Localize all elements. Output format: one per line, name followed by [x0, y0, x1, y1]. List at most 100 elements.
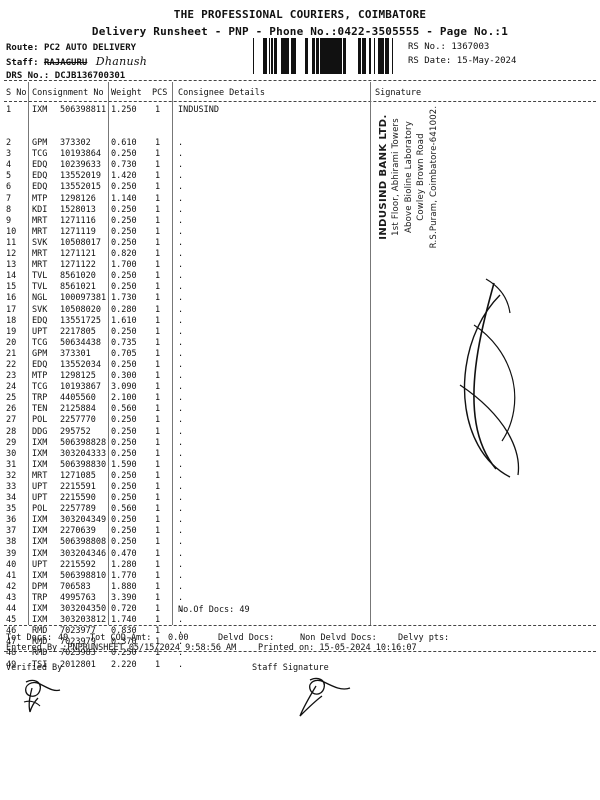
- cell-consignment-number: 303203812: [60, 615, 107, 626]
- cell-pcs: 1: [155, 615, 161, 626]
- cell-consignment-number: 1271116: [60, 215, 96, 226]
- cell-weight: 0.300: [111, 371, 137, 382]
- cell-pcs: 1: [155, 559, 161, 570]
- table-row: 45 IXM 303203812 1.740 1.: [0, 615, 600, 626]
- cell-pcs: 1: [155, 537, 161, 548]
- cell-pcs: 1: [155, 304, 161, 315]
- cell-consignee-details: .: [178, 160, 184, 171]
- cell-consignment-number: 1528013: [60, 204, 96, 215]
- cell-consignee-details: .: [178, 149, 184, 160]
- cell-sno: 5: [6, 171, 12, 182]
- cell-sno: 3: [6, 149, 12, 160]
- cell-consignment-prefix: MRT: [32, 260, 48, 271]
- cell-consignment-prefix: IXM: [32, 105, 48, 115]
- cell-sno: 2: [6, 138, 12, 149]
- printed-on-text: Printed on: 15-05-2024 10:16:07: [258, 643, 417, 653]
- cell-consignee-details: .: [178, 548, 184, 559]
- cell-consignment-prefix: TRP: [32, 592, 48, 603]
- table-row: 49 TSI 2012801 2.220 1.: [0, 660, 600, 671]
- table-row: 10 MRT 1271119 0.250 1.: [0, 227, 600, 238]
- cell-weight: 0.250: [111, 493, 137, 504]
- cell-sno: 30: [6, 448, 17, 459]
- table-row: 20 TCG 50634438 0.735 1.: [0, 338, 600, 349]
- table-row: 14 TVL 8561020 0.250 1.: [0, 271, 600, 282]
- cell-consignment-number: 2012801: [60, 659, 96, 670]
- divider-above-totals: [4, 625, 596, 626]
- col-rule-signature: [370, 82, 371, 625]
- cell-sno: 28: [6, 426, 17, 437]
- docs-count-label: No.Of Docs: 49: [178, 605, 250, 615]
- cell-consignment-prefix: TCG: [32, 149, 48, 160]
- table-row: 4 EDQ 10239633 0.730 1.: [0, 160, 600, 171]
- cell-consignee-details: .: [178, 637, 184, 648]
- cell-consignment-prefix: DDG: [32, 426, 48, 437]
- cell-consignee-details: .: [178, 282, 184, 293]
- cell-weight: 0.250: [111, 482, 137, 492]
- cell-consignment-number: 8561021: [60, 282, 96, 293]
- cell-consignment-number: 1298126: [60, 193, 96, 204]
- table-row: 9 MRT 1271116 0.250 1.: [0, 216, 600, 227]
- cell-consignee-details: .: [178, 171, 184, 182]
- cell-consignee-details: .: [178, 382, 184, 393]
- cell-consignment-number: 50634438: [60, 337, 101, 348]
- table-row: 16 NGL 100097381 1.730 1.: [0, 293, 600, 304]
- cell-pcs: 1: [155, 237, 161, 248]
- tot-docs-value: 49: [58, 633, 69, 643]
- cell-consignment-prefix: EDQ: [32, 171, 48, 182]
- cell-sno: 48: [6, 648, 17, 659]
- tot-docs-label: Tot Docs:: [6, 633, 53, 643]
- cell-weight: 0.250: [111, 215, 137, 226]
- cell-sno: 26: [6, 404, 17, 415]
- cell-weight: 1.770: [111, 570, 137, 581]
- cell-consignment-number: 1271119: [60, 226, 96, 237]
- cell-consignee-details: .: [178, 526, 184, 537]
- rs-no-label: RS No.:: [408, 42, 446, 52]
- cell-consignment-prefix: MRT: [32, 215, 48, 226]
- cell-consignment-number: 8561020: [60, 271, 96, 282]
- cell-pcs: 1: [155, 504, 161, 515]
- staff-signature-mark: [299, 677, 351, 717]
- cell-consignment-number: 1271122: [60, 260, 96, 271]
- cell-pcs: 1: [155, 371, 161, 382]
- cell-consignment-number: 373302: [60, 138, 91, 149]
- cell-pcs: 1: [155, 337, 161, 348]
- cell-consignment-prefix: TCG: [32, 382, 48, 393]
- col-header-sno: S No: [6, 88, 27, 98]
- cell-consignee-details: .: [178, 359, 184, 370]
- cell-consignment-number: 7023977: [60, 626, 96, 637]
- verified-by-label: Verified By: [6, 663, 63, 673]
- table-row: 37 IXM 2270639 0.250 1.: [0, 526, 600, 537]
- cell-sno: 39: [6, 548, 17, 559]
- cell-sno: 13: [6, 260, 17, 271]
- cell-pcs: 1: [155, 348, 161, 359]
- cell-consignee-details: .: [178, 648, 184, 659]
- stamp-address-line-3: Cowley Brown Road: [416, 133, 427, 221]
- cell-weight: 0.820: [111, 249, 137, 260]
- cell-consignment-prefix: DPM: [32, 581, 48, 592]
- cell-weight: 0.610: [111, 138, 137, 149]
- tot-cod-value: 0.00: [168, 633, 189, 643]
- cell-pcs: 1: [155, 548, 161, 559]
- col-rule-weight: [108, 82, 109, 625]
- cell-consignment-number: 303204333: [60, 448, 107, 459]
- cell-consignment-number: 10193867: [60, 382, 101, 393]
- table-row: 27 POL 2257770 0.250 1.: [0, 415, 600, 426]
- indusind-bank-stamp: INDUSIND BANK LTD. 1st Floor, Abhirami T…: [378, 72, 508, 282]
- cell-consignee-details: .: [178, 448, 184, 459]
- cell-consignee-details: .: [178, 215, 184, 226]
- cell-consignee-details: .: [178, 138, 184, 149]
- cell-consignee-details: .: [178, 437, 184, 448]
- table-row: 13 MRT 1271122 1.700 1.: [0, 260, 600, 271]
- rs-no-row: RS No.: 1367003: [408, 40, 516, 54]
- table-row: 29 IXM 506398828 0.250 1.: [0, 438, 600, 449]
- cell-consignee-details: .: [178, 348, 184, 359]
- cell-weight: 0.250: [111, 415, 137, 426]
- cell-sno: 43: [6, 592, 17, 603]
- cell-weight: 0.250: [111, 237, 137, 248]
- cell-consignment-prefix: UPT: [32, 493, 48, 504]
- cell-pcs: 1: [155, 105, 161, 115]
- cell-consignment-prefix: IXM: [32, 570, 48, 581]
- cell-consignment-number: 506398811: [60, 105, 107, 115]
- cell-consignment-prefix: IXM: [32, 448, 48, 459]
- cell-weight: 0.250: [111, 470, 137, 481]
